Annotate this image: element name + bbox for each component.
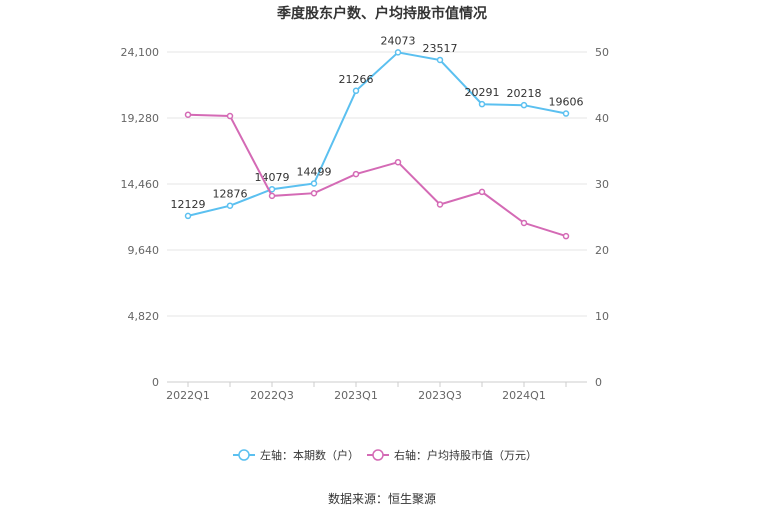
legend-label: 左轴：本期数（户） bbox=[260, 448, 359, 462]
series-line-2 bbox=[187, 113, 567, 238]
right-tick-label: 50 bbox=[595, 46, 609, 59]
data-label: 24073 bbox=[381, 34, 416, 47]
data-point[interactable] bbox=[310, 189, 318, 197]
x-tick-label: 2023Q3 bbox=[418, 389, 462, 402]
data-point[interactable] bbox=[310, 180, 318, 187]
right-tick-label: 30 bbox=[595, 178, 609, 191]
legend: 左轴：本期数（户） 右轴：户均持股市值（万元） bbox=[233, 448, 537, 462]
right-tick-label: 20 bbox=[595, 244, 609, 257]
chart-title: 季度股东户数、户均持股市值情况 bbox=[276, 5, 487, 22]
data-label: 23517 bbox=[423, 42, 458, 55]
data-point[interactable] bbox=[226, 112, 234, 120]
data-label: 14499 bbox=[297, 165, 332, 178]
legend-label: 右轴：户均持股市值（万元） bbox=[394, 448, 537, 462]
x-tick-label: 2023Q1 bbox=[334, 389, 378, 402]
data-point[interactable] bbox=[520, 101, 528, 109]
right-tick-label: 10 bbox=[595, 310, 609, 323]
series-line-1 bbox=[187, 51, 567, 217]
source-note: 数据来源：恒生聚源 bbox=[328, 491, 436, 506]
left-tick-label: 4,820 bbox=[128, 310, 160, 323]
left-tick-label: 9,640 bbox=[128, 244, 160, 257]
legend-item-1[interactable]: 左轴：本期数（户） bbox=[233, 448, 359, 462]
grid-lines bbox=[167, 51, 587, 383]
data-point[interactable] bbox=[394, 158, 402, 166]
left-tick-label: 14,460 bbox=[121, 178, 160, 191]
x-tick-label: 2024Q1 bbox=[502, 389, 546, 402]
data-label: 12129 bbox=[171, 198, 206, 211]
data-point[interactable] bbox=[394, 49, 402, 56]
data-point[interactable] bbox=[562, 232, 570, 240]
data-point[interactable] bbox=[184, 111, 192, 118]
left-tick-label: 24,100 bbox=[121, 46, 160, 59]
data-point[interactable] bbox=[352, 87, 360, 95]
data-label: 20291 bbox=[465, 86, 500, 99]
data-point[interactable] bbox=[226, 202, 234, 209]
right-tick-label: 40 bbox=[595, 112, 609, 125]
legend-item-2[interactable]: 右轴：户均持股市值（万元） bbox=[367, 448, 537, 462]
left-tick-label: 0 bbox=[152, 376, 159, 389]
data-point[interactable] bbox=[268, 192, 276, 200]
left-axis: 0 4,820 9,640 14,460 19,280 24,100 bbox=[121, 46, 160, 389]
left-tick-label: 19,280 bbox=[121, 112, 160, 125]
data-point[interactable] bbox=[436, 201, 444, 208]
data-label: 20218 bbox=[507, 87, 542, 100]
right-axis: 0 10 20 30 40 50 bbox=[595, 46, 609, 389]
x-axis: 2022Q1 2022Q3 2023Q1 2023Q3 2024Q1 bbox=[166, 382, 567, 402]
data-label: 12876 bbox=[213, 188, 248, 201]
x-tick-label: 2022Q3 bbox=[250, 389, 294, 402]
legend-marker bbox=[372, 449, 384, 461]
data-point[interactable] bbox=[478, 188, 486, 196]
data-point[interactable] bbox=[436, 56, 444, 64]
data-point[interactable] bbox=[520, 219, 528, 227]
data-point[interactable] bbox=[184, 212, 192, 220]
legend-marker bbox=[238, 449, 250, 461]
data-label: 21266 bbox=[339, 73, 374, 86]
x-tick-label: 2022Q1 bbox=[166, 389, 210, 402]
data-point[interactable] bbox=[562, 110, 570, 117]
data-point[interactable] bbox=[352, 170, 360, 178]
right-tick-label: 0 bbox=[595, 376, 602, 389]
data-point[interactable] bbox=[478, 100, 486, 108]
data-label: 19606 bbox=[549, 96, 584, 109]
